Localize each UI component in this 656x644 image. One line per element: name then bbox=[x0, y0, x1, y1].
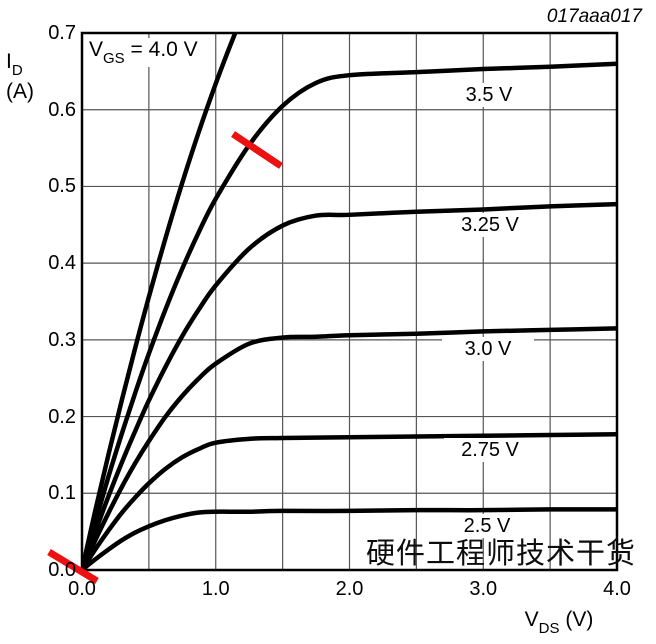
y-axis-label: ID (A) bbox=[6, 50, 34, 103]
x-tick-label: 3.0 bbox=[469, 578, 498, 600]
curve--2.75- bbox=[82, 431, 617, 570]
y-tick-label: 0.7 bbox=[48, 22, 76, 44]
y-tick-label: 0.5 bbox=[48, 175, 76, 198]
x-tick-label: 1.0 bbox=[201, 578, 230, 600]
curve-label: 2.75 V bbox=[444, 438, 536, 462]
x-axis-subscript: DS bbox=[538, 620, 560, 638]
curve-label: 3.5 V bbox=[443, 83, 535, 107]
curve--3.25- bbox=[82, 201, 617, 570]
vgs-symbol: V bbox=[89, 38, 104, 61]
x-axis-label: VDS (V) bbox=[500, 608, 618, 638]
x-tick-label: 2.0 bbox=[335, 578, 364, 600]
watermark-text: 硬件工程师技术干货 bbox=[366, 538, 637, 570]
x-tick-label: 0.0 bbox=[68, 578, 96, 600]
curve--4.0- bbox=[82, 33, 238, 570]
y-axis-subscript: D bbox=[11, 62, 23, 80]
red-slash-annotation bbox=[47, 549, 99, 584]
y-axis-symbol: I bbox=[6, 50, 12, 73]
red-slash-annotation bbox=[231, 131, 283, 169]
y-tick-label: 0.3 bbox=[48, 328, 76, 351]
y-tick-label: 0.2 bbox=[48, 405, 76, 428]
vgs-value: = 4.0 V bbox=[124, 38, 198, 61]
curve--3.5- bbox=[82, 61, 617, 570]
y-tick-label: 0.1 bbox=[48, 482, 76, 505]
figure-id: 017aaa017 bbox=[546, 6, 642, 27]
curve-label: 3.25 V bbox=[444, 213, 536, 237]
y-tick-label: 0.6 bbox=[48, 98, 76, 121]
x-axis-symbol: V bbox=[524, 608, 539, 631]
curve-label: 2.5 V bbox=[441, 514, 533, 538]
curve-label: 3.0 V bbox=[442, 337, 534, 361]
y-tick-label: 0.0 bbox=[48, 559, 76, 581]
x-tick-label: 4.0 bbox=[603, 578, 631, 600]
x-axis-unit: (V) bbox=[559, 608, 594, 631]
y-tick-label: 0.4 bbox=[48, 252, 76, 275]
curve--2.5- bbox=[82, 507, 617, 570]
curve-label-vgs-4v: VGS = 4.0 V bbox=[87, 38, 202, 68]
plot-border bbox=[80, 31, 619, 572]
curve--3.0- bbox=[82, 326, 617, 570]
y-axis-unit: (A) bbox=[6, 80, 34, 104]
vgs-subscript: GS bbox=[103, 50, 125, 68]
